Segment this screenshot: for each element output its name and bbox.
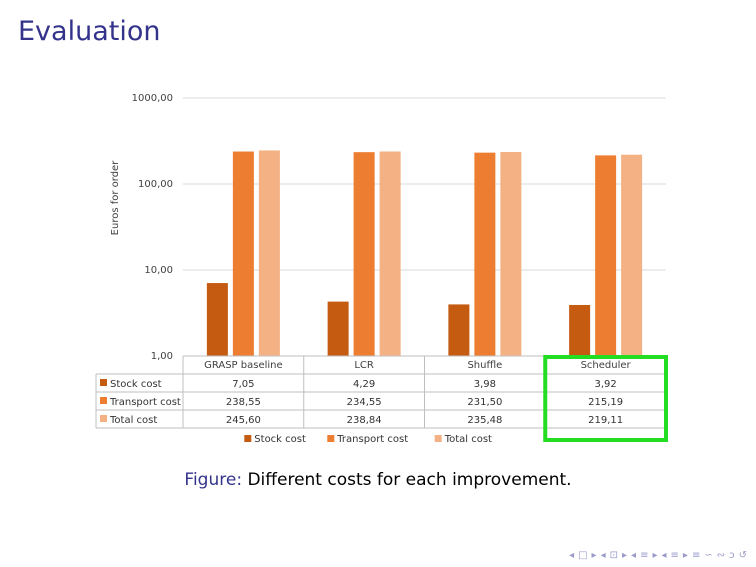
nav-symbol-11[interactable]: ▸ xyxy=(682,550,689,561)
table-cell-1-1: 234,55 xyxy=(347,397,382,408)
y-tick-label-3: 1000,00 xyxy=(132,93,173,104)
nav-symbol-16[interactable]: ↺ xyxy=(738,550,748,561)
legend-label-1: Transport cost xyxy=(336,434,408,445)
y-tick-label-0: 1,00 xyxy=(151,351,173,362)
table-cell-0-2: 3,98 xyxy=(474,379,496,390)
table-cell-2-3: 219,11 xyxy=(588,415,623,426)
table-cell-1-3: 215,19 xyxy=(588,397,623,408)
table-row-swatch-2 xyxy=(100,415,107,422)
nav-symbol-2[interactable]: ▸ xyxy=(591,550,598,561)
nav-symbol-0[interactable]: ◂ xyxy=(569,550,576,561)
bar-1-0 xyxy=(327,301,349,356)
nav-symbol-7[interactable]: ≡ xyxy=(640,550,650,561)
legend-swatch-0 xyxy=(244,435,252,442)
scheduler-highlight-box xyxy=(543,355,668,442)
y-axis-label: Euros for order xyxy=(110,160,121,236)
table-row-swatch-1 xyxy=(100,397,107,404)
bar-3-1 xyxy=(595,155,617,356)
nav-symbol-5[interactable]: ▸ xyxy=(622,550,629,561)
category-label-0: GRASP baseline xyxy=(204,360,283,371)
category-label-3: Scheduler xyxy=(581,360,632,371)
bar-0-1 xyxy=(232,151,254,356)
table-cell-0-0: 7,05 xyxy=(232,379,254,390)
table-row-label-2: Total cost xyxy=(109,415,157,426)
nav-symbol-3[interactable]: ◂ xyxy=(600,550,607,561)
table-cell-2-2: 235,48 xyxy=(467,415,502,426)
nav-symbol-12[interactable]: ≡ xyxy=(691,550,702,561)
bar-0-0 xyxy=(206,283,228,356)
nav-symbol-1[interactable]: □ xyxy=(578,550,589,561)
category-label-2: Shuffle xyxy=(467,360,502,371)
legend-swatch-1 xyxy=(327,435,335,442)
nav-symbol-6[interactable]: ◂ xyxy=(631,550,638,561)
bar-3-2 xyxy=(621,154,643,356)
figure-caption: Figure: Different costs for each improve… xyxy=(0,470,756,490)
table-row-swatch-0 xyxy=(100,379,107,386)
category-label-1: LCR xyxy=(354,360,374,371)
table-row-label-0: Stock cost xyxy=(110,379,162,390)
bar-2-2 xyxy=(500,152,522,356)
legend-label-0: Stock cost xyxy=(254,434,306,445)
legend-label-2: Total cost xyxy=(444,434,492,445)
table-cell-2-1: 238,84 xyxy=(347,415,382,426)
table-cell-1-0: 238,55 xyxy=(226,397,261,408)
bar-2-1 xyxy=(474,152,496,356)
slide-title: Evaluation xyxy=(18,16,161,47)
nav-symbol-4[interactable]: ⊡ xyxy=(609,550,619,561)
nav-symbol-13[interactable]: ∽ xyxy=(704,550,714,561)
nav-symbol-8[interactable]: ▸ xyxy=(652,550,659,561)
y-tick-label-1: 10,00 xyxy=(144,265,173,276)
nav-symbol-10[interactable]: ≡ xyxy=(670,550,680,561)
table-cell-2-0: 245,60 xyxy=(226,415,261,426)
nav-symbol-15[interactable]: ↄ xyxy=(729,550,736,561)
bar-3-0 xyxy=(569,304,591,356)
nav-symbol-9[interactable]: ◂ xyxy=(661,550,668,561)
y-tick-label-2: 100,00 xyxy=(138,179,173,190)
table-cell-0-3: 3,92 xyxy=(594,379,616,390)
bar-0-2 xyxy=(258,150,280,356)
caption-label: Figure: xyxy=(184,470,243,490)
bar-1-2 xyxy=(379,151,401,356)
legend-swatch-2 xyxy=(434,435,442,442)
bar-1-1 xyxy=(353,152,375,356)
table-row-label-1: Transport cost xyxy=(109,397,181,408)
nav-symbol-14[interactable]: ∾ xyxy=(716,550,727,561)
beamer-navigation[interactable]: ◂ □ ▸ ◂ ⊡ ▸ ◂ ≡ ▸ ◂ ≡ ▸ ≡ ∽ ∾ ↄ ↺ xyxy=(566,550,748,561)
table-cell-0-1: 4,29 xyxy=(353,379,375,390)
bar-2-0 xyxy=(448,304,470,356)
caption-text: Different costs for each improvement. xyxy=(247,470,572,490)
table-cell-1-2: 231,50 xyxy=(467,397,502,408)
